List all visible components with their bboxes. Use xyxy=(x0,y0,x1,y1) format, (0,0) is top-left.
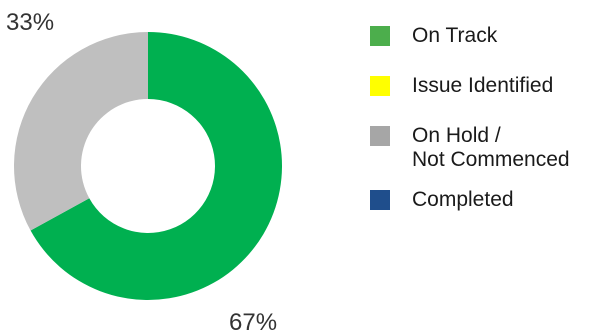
slice-on-track xyxy=(30,32,282,301)
slice-on-hold-not-commenced xyxy=(14,32,149,231)
legend-swatch-issue-identified xyxy=(370,76,390,96)
slices-group xyxy=(14,32,282,301)
legend: On Track Issue Identified On Hold / Not … xyxy=(370,24,607,238)
legend-item-on-track: On Track xyxy=(370,24,607,48)
pct-label-on-hold: 33% xyxy=(6,9,54,36)
legend-item-issue-identified: Issue Identified xyxy=(370,74,607,98)
legend-swatch-on-track xyxy=(370,26,390,46)
legend-swatch-on-hold xyxy=(370,126,390,146)
legend-swatch-completed xyxy=(370,190,390,210)
legend-item-completed: Completed xyxy=(370,188,607,212)
legend-label-on-hold: On Hold / Not Commenced xyxy=(412,124,570,171)
legend-label-on-track: On Track xyxy=(412,24,498,47)
legend-item-on-hold: On Hold / Not Commenced xyxy=(370,124,607,172)
pct-label-on-track: 67% xyxy=(229,309,277,332)
legend-label-issue-identified: Issue Identified xyxy=(412,74,554,97)
legend-label-completed: Completed xyxy=(412,188,514,211)
